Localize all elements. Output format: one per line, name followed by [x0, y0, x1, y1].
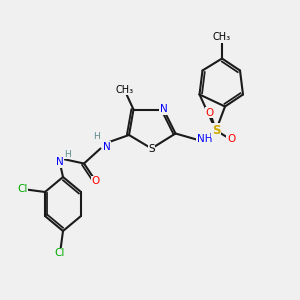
Text: CH₃: CH₃	[213, 32, 231, 43]
Text: N: N	[56, 157, 64, 167]
Text: S: S	[212, 124, 220, 137]
Text: NH: NH	[196, 134, 212, 145]
Text: S: S	[148, 143, 155, 154]
Text: N: N	[160, 104, 167, 115]
Text: N: N	[103, 142, 110, 152]
Text: Cl: Cl	[55, 248, 65, 259]
Text: O: O	[92, 176, 100, 187]
Text: H: H	[93, 132, 99, 141]
Text: CH₃: CH₃	[116, 85, 134, 95]
Text: O: O	[206, 107, 214, 118]
Text: H: H	[64, 150, 71, 159]
Text: Cl: Cl	[17, 184, 28, 194]
Text: O: O	[227, 134, 235, 145]
